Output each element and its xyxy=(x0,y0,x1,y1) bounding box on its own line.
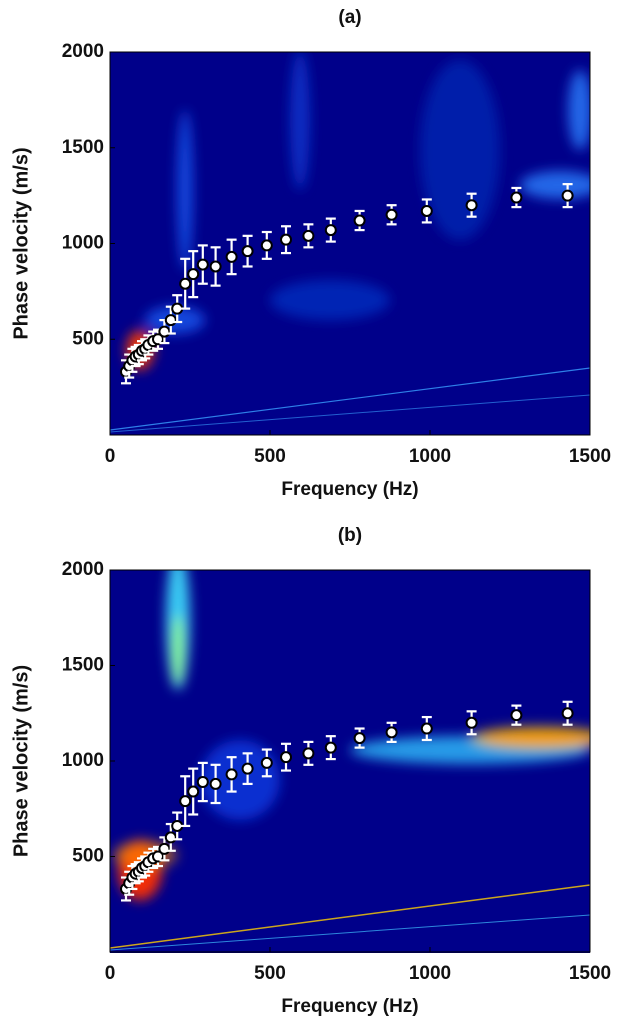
y-tick-label: 1000 xyxy=(62,750,104,771)
data-point xyxy=(353,732,366,745)
data-point xyxy=(187,785,200,798)
data-point xyxy=(465,716,478,729)
blob xyxy=(200,740,280,820)
chart-title: (a) xyxy=(338,7,361,28)
data-point xyxy=(420,722,433,735)
x-tick-label: 1000 xyxy=(409,963,451,984)
y-axis-label: Phase velocity (m/s) xyxy=(10,665,32,857)
data-point xyxy=(164,831,177,844)
chart-title: (b) xyxy=(338,525,362,546)
x-tick-label: 0 xyxy=(105,446,116,467)
data-point xyxy=(420,204,433,217)
x-tick-label: 1500 xyxy=(569,446,611,467)
y-tick-label: 1500 xyxy=(62,655,104,676)
x-tick-label: 0 xyxy=(105,963,116,984)
heatmap-background xyxy=(110,52,590,435)
data-point xyxy=(209,260,222,273)
data-point xyxy=(465,199,478,212)
heatmap-streak xyxy=(110,884,590,949)
heatmap-streak xyxy=(110,914,590,951)
y-tick-label: 1000 xyxy=(62,233,104,254)
data-point xyxy=(225,250,238,263)
data-point xyxy=(196,776,209,789)
data-point xyxy=(302,229,315,242)
data-point xyxy=(385,726,398,739)
data-point xyxy=(164,314,177,327)
data-point xyxy=(260,239,273,252)
x-axis-label: Frequency (Hz) xyxy=(281,479,418,500)
data-point xyxy=(179,277,192,290)
data-point xyxy=(353,214,366,227)
data-point xyxy=(385,208,398,221)
data-point xyxy=(158,842,171,855)
heatmap-background xyxy=(110,570,590,953)
plot-frame xyxy=(109,569,591,953)
y-tick-label: 500 xyxy=(72,328,104,349)
data-point xyxy=(561,707,574,720)
data-point xyxy=(179,795,192,808)
data-point xyxy=(152,333,164,346)
x-axis-label: Frequency (Hz) xyxy=(281,996,418,1017)
heatmap-blobs xyxy=(113,570,590,900)
data-point xyxy=(225,768,238,781)
blob xyxy=(172,615,184,685)
x-tick-label: 500 xyxy=(254,446,286,467)
y-tick-label: 500 xyxy=(72,846,104,867)
x-tick-label: 1000 xyxy=(409,446,451,467)
data-point xyxy=(241,245,254,258)
data-point xyxy=(510,191,523,204)
data-point xyxy=(196,258,209,271)
blob xyxy=(520,171,590,199)
data-point xyxy=(561,189,574,202)
data-point xyxy=(152,850,164,863)
data-point xyxy=(324,741,337,754)
heatmap-streak xyxy=(110,394,590,433)
data-point xyxy=(280,751,292,764)
blob xyxy=(177,110,193,270)
blob xyxy=(470,726,590,750)
x-tick-label: 1500 xyxy=(569,963,611,984)
x-tick-label: 500 xyxy=(254,963,286,984)
plot-frame xyxy=(109,51,591,436)
data-point xyxy=(158,325,171,338)
blob xyxy=(290,52,310,190)
y-tick-label: 2000 xyxy=(62,41,104,62)
data-point xyxy=(280,233,292,246)
data-point xyxy=(324,224,337,237)
data-point xyxy=(510,709,523,722)
data-point xyxy=(302,747,315,760)
heatmap-streak xyxy=(110,367,590,431)
blob xyxy=(270,280,390,320)
y-axis-label: Phase velocity (m/s) xyxy=(10,147,32,339)
blob xyxy=(568,70,590,150)
blob xyxy=(420,60,500,240)
data-point xyxy=(187,268,200,281)
y-tick-label: 1500 xyxy=(62,137,104,158)
data-point xyxy=(241,762,254,775)
data-point xyxy=(260,756,273,769)
y-tick-label: 2000 xyxy=(62,559,104,580)
data-point xyxy=(209,777,222,790)
